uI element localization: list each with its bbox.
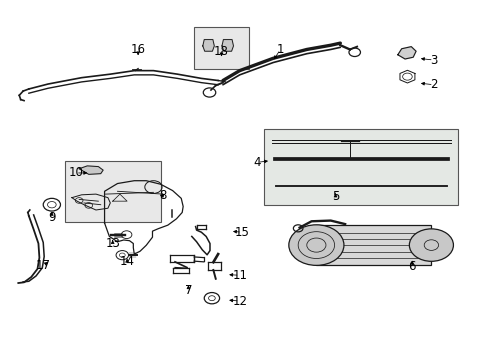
Polygon shape <box>397 47 415 59</box>
Text: 2: 2 <box>429 78 437 91</box>
Text: 18: 18 <box>214 45 228 58</box>
Polygon shape <box>79 166 103 174</box>
Text: 10: 10 <box>68 166 83 179</box>
Text: 4: 4 <box>253 156 261 169</box>
Text: 5: 5 <box>331 190 339 203</box>
Text: 6: 6 <box>407 260 415 273</box>
Text: 17: 17 <box>36 259 51 272</box>
Text: 7: 7 <box>184 284 192 297</box>
Text: 14: 14 <box>120 255 134 268</box>
Text: 1: 1 <box>276 43 284 56</box>
Circle shape <box>288 225 343 265</box>
Text: 8: 8 <box>159 189 166 202</box>
Text: 13: 13 <box>105 237 120 250</box>
Bar <box>316 225 430 265</box>
Bar <box>263 129 457 205</box>
Bar <box>194 27 249 69</box>
Text: 11: 11 <box>232 269 247 282</box>
Polygon shape <box>222 40 233 51</box>
Text: 15: 15 <box>234 226 249 239</box>
Text: 16: 16 <box>130 43 145 56</box>
Text: 9: 9 <box>48 211 56 224</box>
Circle shape <box>408 229 452 261</box>
Polygon shape <box>203 40 214 51</box>
Bar <box>64 161 160 222</box>
Text: 3: 3 <box>429 54 437 67</box>
Text: 12: 12 <box>232 294 247 307</box>
